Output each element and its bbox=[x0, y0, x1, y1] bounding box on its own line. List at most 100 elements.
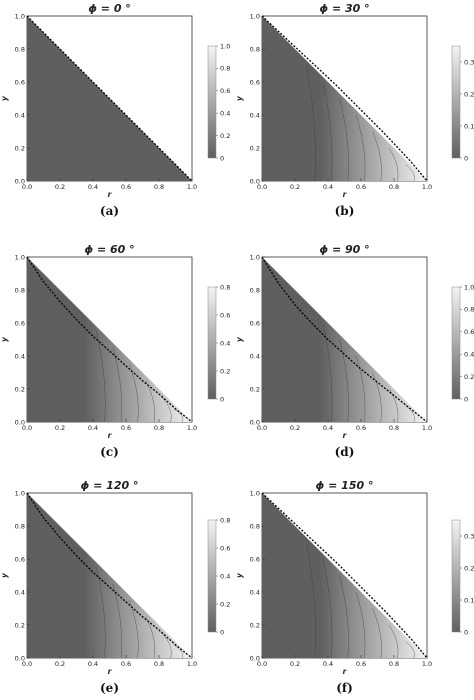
x-tick-label: 0.0 bbox=[22, 660, 32, 668]
panel-e: ϕ = 120 ° 0.0 0.2 0.4 0.6 0.8 1.0 0.0 0.2 0.4 0.6 0… bbox=[0, 479, 230, 695]
boundary-curve bbox=[261, 15, 428, 182]
y-axis-label: y bbox=[235, 336, 244, 342]
field-region bbox=[262, 16, 427, 181]
y-tick-label: 0.8 bbox=[250, 286, 260, 294]
y-tick-label: 0.0 bbox=[15, 177, 25, 185]
contour-line bbox=[306, 542, 316, 659]
colorbar-tick-label: 0.8 bbox=[220, 516, 230, 524]
colorbar bbox=[207, 45, 217, 159]
y-axis-label: y bbox=[0, 95, 9, 101]
x-tick-label: 1.0 bbox=[422, 660, 432, 668]
panel-caption: (b) bbox=[335, 204, 355, 218]
contour-line bbox=[388, 388, 399, 423]
y-tick-label: 0.2 bbox=[250, 144, 260, 152]
x-tick-label: 0.2 bbox=[290, 424, 300, 432]
contour-line bbox=[322, 558, 333, 659]
x-tick-label: 0.4 bbox=[323, 183, 333, 191]
y-axis-label: y bbox=[0, 336, 9, 342]
y-axis-label: y bbox=[235, 572, 244, 578]
x-tick-label: 0.6 bbox=[121, 183, 131, 191]
panel-caption: (d) bbox=[335, 445, 355, 459]
x-tick-label: 0.8 bbox=[389, 660, 399, 668]
colorbar-tick-label: 0.6 bbox=[220, 87, 230, 95]
contour-line bbox=[388, 147, 399, 182]
x-tick-label: 0.0 bbox=[257, 183, 267, 191]
y-tick-label: 0.6 bbox=[250, 78, 260, 86]
x-tick-label: 0.8 bbox=[154, 183, 164, 191]
panel-title: ϕ = 120 ° bbox=[81, 479, 139, 492]
x-tick-label: 0.2 bbox=[290, 183, 300, 191]
contour-line bbox=[112, 347, 123, 423]
colorbar-tick-label: 0.2 bbox=[464, 564, 474, 572]
y-tick-label: 0.4 bbox=[250, 111, 260, 119]
panel-title: ϕ = 0 ° bbox=[88, 2, 131, 15]
x-tick-label: 0.4 bbox=[88, 424, 98, 432]
x-tick-label: 0.4 bbox=[323, 660, 333, 668]
colorbar-tick-label: 0.3 bbox=[464, 532, 474, 540]
x-axis-label: r bbox=[108, 667, 113, 676]
contour-line bbox=[162, 633, 172, 659]
panel-title: ϕ = 60 ° bbox=[84, 243, 134, 256]
colorbar bbox=[451, 286, 461, 400]
x-tick-label: 1.0 bbox=[422, 424, 432, 432]
x-axis-label: r bbox=[108, 431, 113, 440]
colorbar-tick-label: 1.0 bbox=[220, 42, 230, 50]
y-tick-label: 0.6 bbox=[250, 319, 260, 327]
y-tick-label: 0.6 bbox=[15, 555, 25, 563]
contour-line bbox=[129, 600, 139, 659]
colorbar-tick-label: 0 bbox=[464, 154, 468, 162]
contour-line bbox=[339, 98, 349, 182]
x-tick-label: 0.6 bbox=[356, 183, 366, 191]
contour-line bbox=[306, 65, 316, 182]
contour-line bbox=[355, 355, 366, 423]
x-tick-label: 1.0 bbox=[187, 183, 197, 191]
y-tick-label: 0.4 bbox=[15, 352, 25, 360]
y-tick-label: 0.4 bbox=[15, 111, 25, 119]
colorbar-tick-label: 0.2 bbox=[220, 600, 230, 608]
boundary-curve bbox=[26, 15, 193, 182]
contour-line bbox=[405, 164, 415, 182]
contour-line bbox=[173, 644, 184, 659]
colorbar bbox=[451, 519, 461, 633]
y-tick-label: 0.6 bbox=[15, 78, 25, 86]
colorbar-tick-label: 0.8 bbox=[220, 65, 230, 73]
y-tick-label: 0.0 bbox=[250, 654, 260, 662]
contour-line bbox=[355, 591, 366, 659]
x-tick-label: 0.4 bbox=[88, 660, 98, 668]
x-tick-label: 0.0 bbox=[22, 424, 32, 432]
y-axis-label: y bbox=[235, 95, 244, 101]
y-tick-label: 0.8 bbox=[15, 45, 25, 53]
y-tick-label: 0.2 bbox=[250, 621, 260, 629]
panel-caption: (f) bbox=[336, 681, 353, 695]
contour-line bbox=[339, 575, 349, 659]
colorbar bbox=[207, 286, 217, 400]
x-tick-label: 0.2 bbox=[55, 183, 65, 191]
y-tick-label: 0.4 bbox=[250, 352, 260, 360]
y-tick-label: 0.4 bbox=[250, 588, 260, 596]
contour-line bbox=[372, 608, 382, 659]
y-tick-label: 1.0 bbox=[15, 253, 25, 261]
y-tick-label: 1.0 bbox=[250, 489, 260, 497]
colorbar-tick-label: 0.4 bbox=[464, 351, 474, 359]
contour-line bbox=[339, 339, 349, 423]
x-tick-label: 0.8 bbox=[389, 183, 399, 191]
colorbar-tick-label: 0.4 bbox=[220, 339, 230, 347]
x-tick-label: 0.0 bbox=[257, 424, 267, 432]
y-tick-label: 0.8 bbox=[15, 286, 25, 294]
x-tick-label: 0.8 bbox=[154, 424, 164, 432]
y-tick-label: 0.0 bbox=[15, 654, 25, 662]
contour-line bbox=[96, 567, 106, 659]
colorbar-tick-label: 0.8 bbox=[220, 283, 230, 291]
colorbar-tick-label: 0.2 bbox=[220, 367, 230, 375]
y-tick-label: 1.0 bbox=[250, 253, 260, 261]
colorbar-tick-label: 0.4 bbox=[220, 572, 230, 580]
colorbar-tick-label: 0.8 bbox=[464, 306, 474, 314]
panel-title: ϕ = 90 ° bbox=[319, 243, 369, 256]
colorbar-tick-label: 0.2 bbox=[220, 132, 230, 140]
contour-line bbox=[388, 624, 399, 659]
contour-line bbox=[322, 81, 333, 182]
panel-title: ϕ = 150 ° bbox=[316, 479, 374, 492]
panel-f: ϕ = 150 ° 0.0 0.2 0.4 0.6 0.8 1.0 0.0 0.2 0.4 0.6 0… bbox=[235, 479, 474, 695]
colorbar-tick-label: 0.1 bbox=[464, 122, 474, 130]
x-tick-label: 0.6 bbox=[121, 424, 131, 432]
